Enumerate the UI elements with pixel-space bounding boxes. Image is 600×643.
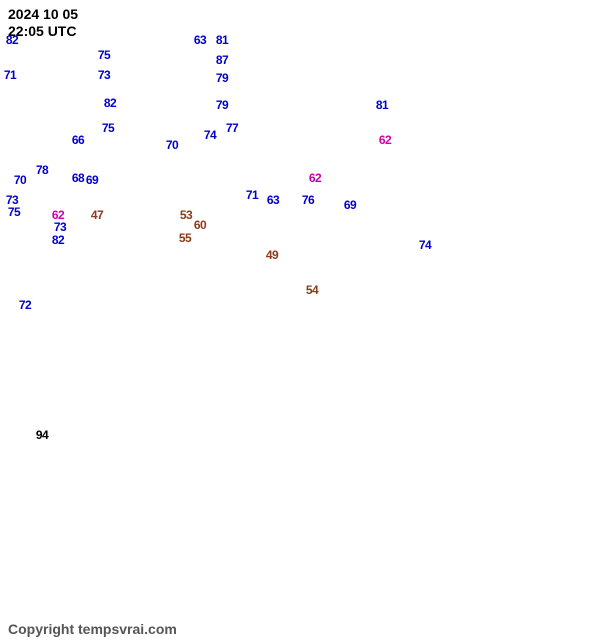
data-point: 71 xyxy=(4,68,16,82)
data-point: 49 xyxy=(266,248,278,262)
data-point: 82 xyxy=(6,33,18,47)
data-point: 53 xyxy=(180,208,192,222)
data-point: 87 xyxy=(216,53,228,67)
data-point: 94 xyxy=(36,428,48,442)
data-point: 62 xyxy=(309,171,321,185)
data-point: 63 xyxy=(194,33,206,47)
data-point: 74 xyxy=(204,128,216,142)
data-point: 75 xyxy=(102,121,114,135)
data-point: 55 xyxy=(179,231,191,245)
timestamp-header: 2024 10 05 22:05 UTC xyxy=(8,6,78,40)
data-point: 75 xyxy=(98,48,110,62)
data-point: 69 xyxy=(86,173,98,187)
copyright-footer: Copyright tempsvrai.com xyxy=(8,621,177,637)
data-point: 79 xyxy=(216,71,228,85)
plot-canvas: 2024 10 05 22:05 UTC 8271757382638187797… xyxy=(0,0,600,643)
data-point: 71 xyxy=(246,188,258,202)
time-line: 22:05 UTC xyxy=(8,23,78,40)
data-point: 66 xyxy=(72,133,84,147)
data-point: 68 xyxy=(72,171,84,185)
data-point: 69 xyxy=(344,198,356,212)
data-point: 73 xyxy=(54,220,66,234)
data-point: 63 xyxy=(267,193,279,207)
data-point: 73 xyxy=(98,68,110,82)
data-point: 70 xyxy=(14,173,26,187)
data-point: 60 xyxy=(194,218,206,232)
date-line: 2024 10 05 xyxy=(8,6,78,23)
data-point: 78 xyxy=(36,163,48,177)
data-point: 54 xyxy=(306,283,318,297)
data-point: 82 xyxy=(52,233,64,247)
data-point: 76 xyxy=(302,193,314,207)
data-point: 62 xyxy=(379,133,391,147)
data-point: 47 xyxy=(91,208,103,222)
data-point: 70 xyxy=(166,138,178,152)
data-point: 79 xyxy=(216,98,228,112)
data-point: 77 xyxy=(226,121,238,135)
data-point: 72 xyxy=(19,298,31,312)
data-point: 74 xyxy=(419,238,431,252)
data-point: 75 xyxy=(8,205,20,219)
data-point: 81 xyxy=(216,33,228,47)
data-point: 82 xyxy=(104,96,116,110)
data-point: 81 xyxy=(376,98,388,112)
